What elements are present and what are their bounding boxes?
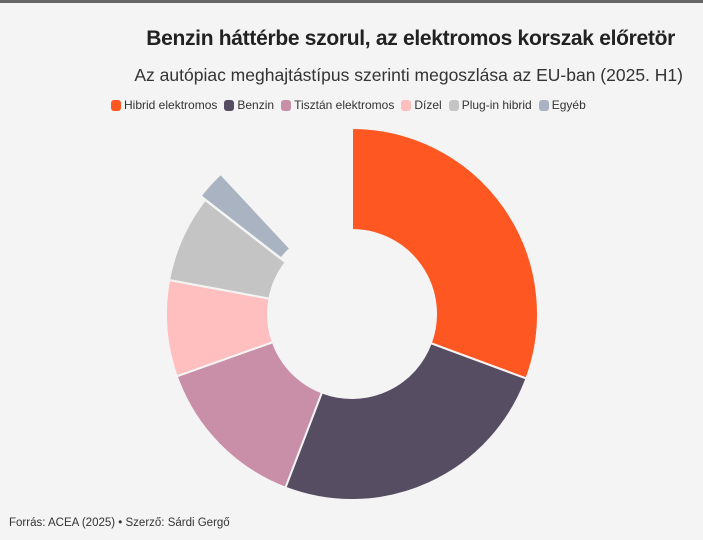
chart-subtitle: Az autópiac meghajtástípus szerinti mego… <box>134 65 683 85</box>
legend-swatch <box>401 99 412 111</box>
legend-label: Benzin <box>237 98 275 112</box>
slice-tiszt-n-elektromos[interactable] <box>175 341 323 489</box>
legend-label: Plug-in hibrid <box>461 98 532 112</box>
legend-item[interactable]: Egyéb <box>538 98 586 112</box>
top-border <box>0 0 703 3</box>
legend: Hibrid elektromos Benzin Tisztán elektromo… <box>111 98 586 112</box>
legend-item[interactable]: Dízel <box>401 98 442 112</box>
legend-swatch <box>111 99 121 111</box>
slice-egy-b[interactable] <box>199 172 292 260</box>
legend-swatch <box>224 99 235 111</box>
slice-hibrid-elektromos[interactable] <box>351 127 539 380</box>
legend-label: Egyéb <box>551 98 586 112</box>
source-note: Forrás: ACEA (2025) • Szerző: Sárdi Gerg… <box>9 517 230 529</box>
legend-label: Tisztán elektromos <box>294 98 395 112</box>
slice-benzin[interactable] <box>284 342 528 501</box>
legend-item[interactable]: Tisztán elektromos <box>281 98 394 112</box>
chart-title: Benzin háttérbe szorul, az elektromos ko… <box>146 27 675 50</box>
legend-swatch <box>448 99 459 111</box>
legend-item[interactable]: Benzin <box>224 98 274 112</box>
legend-label: Dízel <box>414 98 442 112</box>
legend-swatch <box>538 99 549 111</box>
legend-label: Hibrid elektromos <box>124 98 218 112</box>
legend-item[interactable]: Plug-in hibrid <box>448 98 532 112</box>
legend-item[interactable]: Hibrid elektromos <box>111 98 217 112</box>
legend-swatch <box>281 99 292 111</box>
